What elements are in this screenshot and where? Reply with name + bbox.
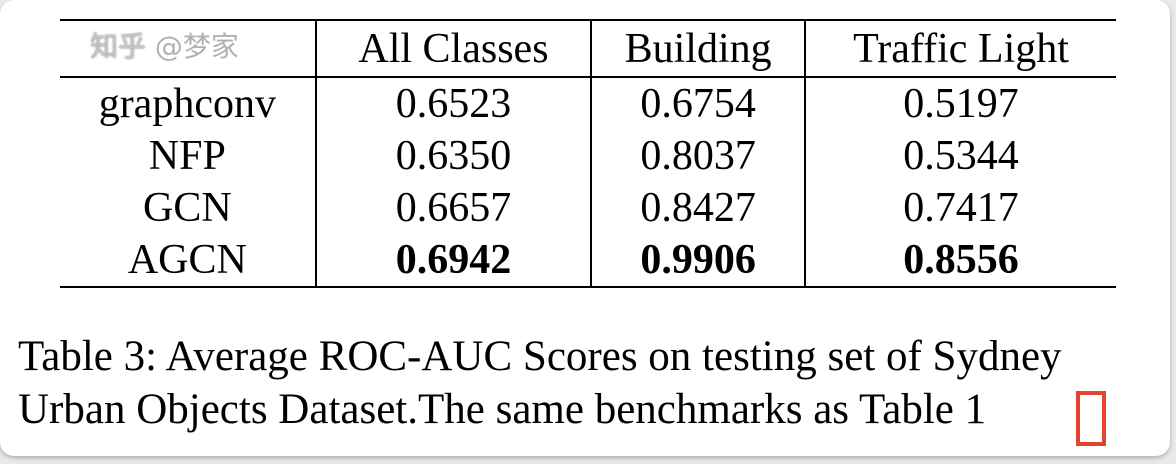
table-row: NFP 0.6350 0.8037 0.5344: [60, 130, 1116, 182]
method-name: NFP: [148, 133, 226, 179]
header-all-classes: All Classes: [314, 20, 592, 78]
score-cell: 0.5197: [804, 77, 1116, 130]
header-traffic-light: Traffic Light: [804, 20, 1116, 78]
caption-line-2: Urban Objects Dataset.The same benchmark…: [18, 386, 987, 433]
score-cell: 0.8037: [590, 130, 805, 182]
table-header-row: All Classes Building Traffic Light: [60, 20, 1116, 78]
score-cell: 0.6942: [314, 234, 592, 287]
header-building: Building: [590, 20, 805, 78]
score-cell: 0.6350: [314, 130, 592, 182]
results-table: All Classes Building Traffic Light graph…: [60, 19, 1116, 288]
score-cell: 0.9906: [590, 234, 805, 287]
table-row: AGCN 0.6942 0.9906 0.8556: [60, 234, 1116, 287]
score-cell: 0.6754: [590, 77, 805, 130]
header-empty: [60, 20, 316, 78]
watermark-author: @梦家: [154, 30, 239, 63]
score-cell: 0.5344: [804, 130, 1116, 182]
method-name: graphconv: [98, 81, 276, 127]
figure-card: All Classes Building Traffic Light graph…: [0, 0, 1170, 456]
watermark: 知乎 @梦家: [90, 30, 239, 64]
table-caption: Table 3: Average ROC-AUC Scores on testi…: [18, 330, 1062, 436]
watermark-site: 知乎: [90, 30, 147, 63]
score-cell: 0.8556: [804, 234, 1116, 287]
score-cell: 0.6523: [314, 77, 592, 130]
method-name: AGCN: [127, 237, 247, 283]
method-name: GCN: [142, 185, 232, 231]
caption-line-1: Table 3: Average ROC-AUC Scores on testi…: [18, 333, 1062, 380]
table-row: GCN 0.6657 0.8427 0.7417: [60, 182, 1116, 234]
table-row: graphconv 0.6523 0.6754 0.5197: [60, 77, 1116, 130]
score-cell: 0.8427: [590, 182, 805, 234]
score-cell: 0.7417: [804, 182, 1116, 234]
score-cell: 0.6657: [314, 182, 592, 234]
highlight-box: [1076, 391, 1106, 446]
